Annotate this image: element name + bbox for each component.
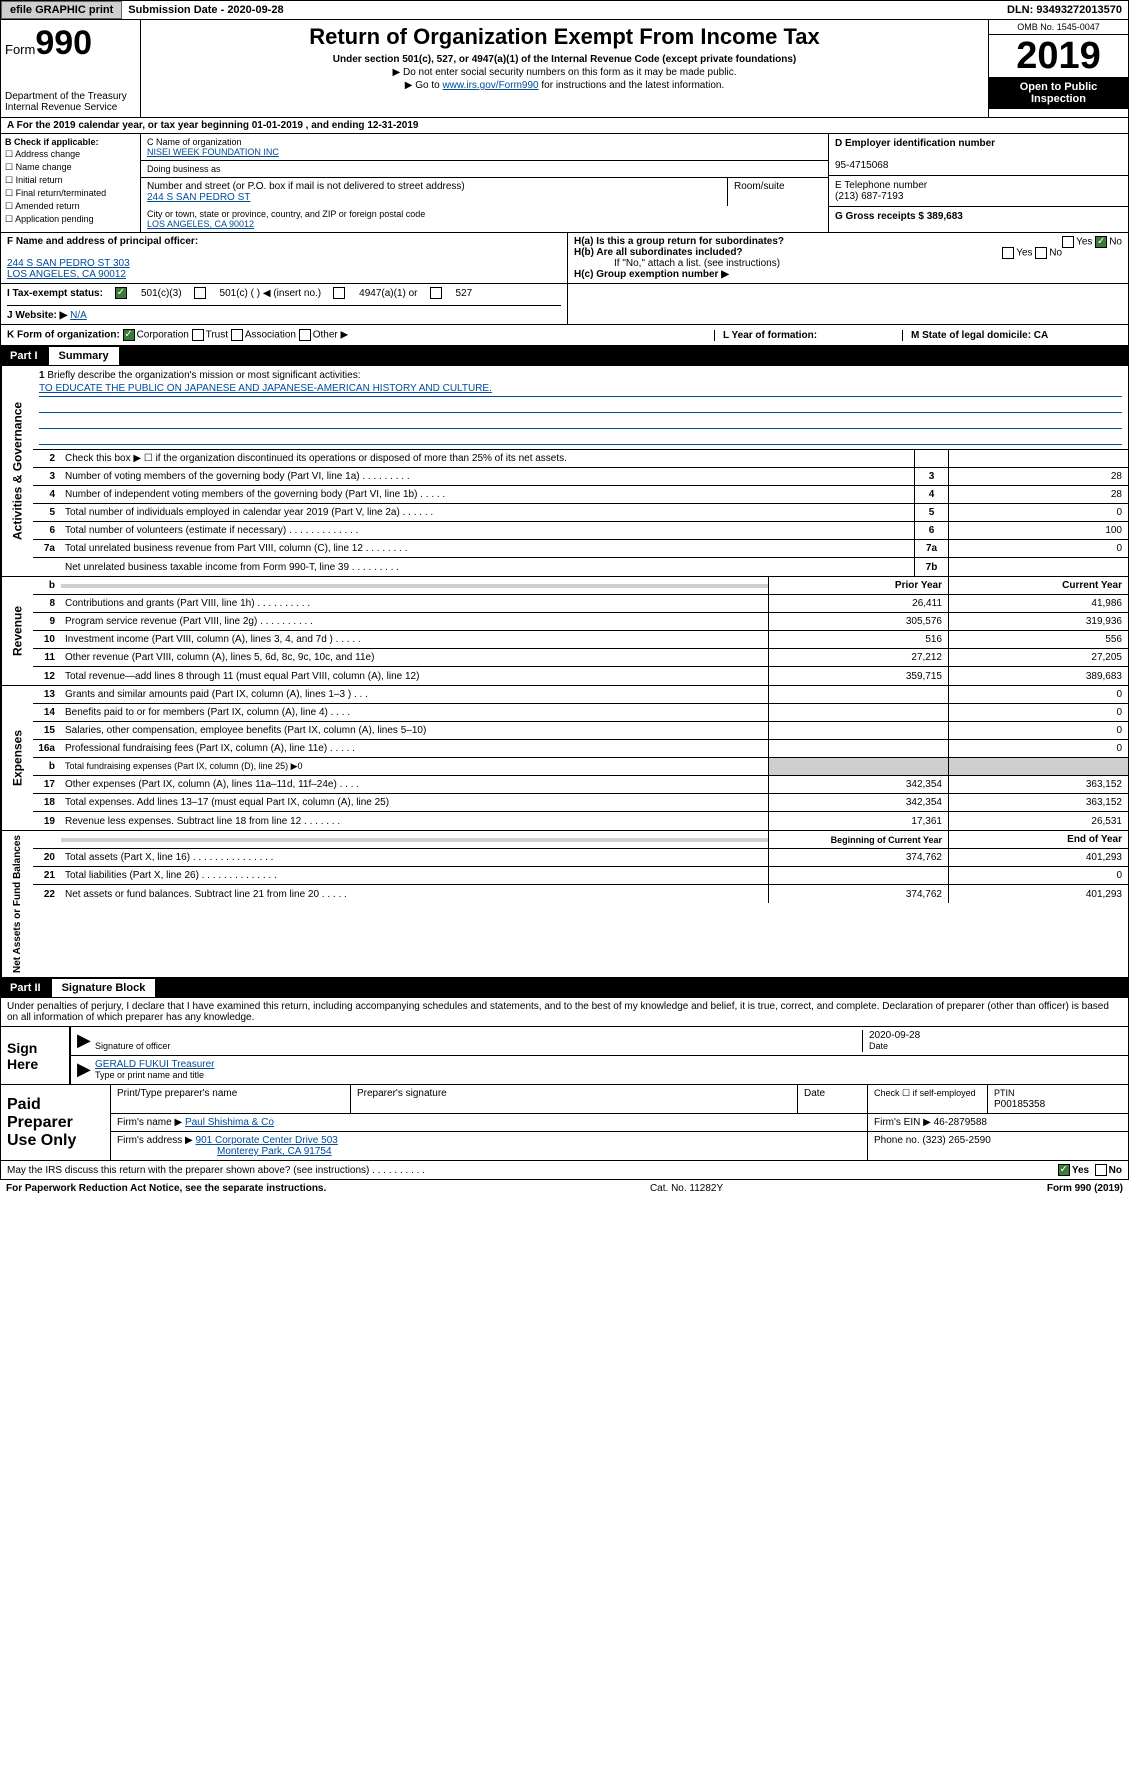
- ha-no-checkbox[interactable]: [1095, 236, 1107, 248]
- irs-link[interactable]: www.irs.gov/Form990: [442, 80, 538, 91]
- top-bar: efile GRAPHIC print Submission Date - 20…: [0, 0, 1129, 20]
- gov-line: 6Total number of volunteers (estimate if…: [33, 522, 1128, 540]
- corp-checkbox[interactable]: [123, 329, 135, 341]
- website-value: N/A: [70, 310, 87, 321]
- row-a-tax-year: A For the 2019 calendar year, or tax yea…: [0, 118, 1129, 134]
- form-prefix: Form: [5, 42, 35, 57]
- section-c: C Name of organizationNISEI WEEK FOUNDAT…: [141, 134, 828, 232]
- signature-block: Under penalties of perjury, I declare th…: [0, 998, 1129, 1161]
- part-2-header: Part II Signature Block: [0, 978, 1129, 998]
- omb-number: OMB No. 1545-0047: [989, 20, 1128, 35]
- gov-line: 4Number of independent voting members of…: [33, 486, 1128, 504]
- note-link: ▶ Go to www.irs.gov/Form990 for instruct…: [149, 80, 980, 91]
- vtab-netassets: Net Assets or Fund Balances: [1, 831, 33, 977]
- firm-name: Paul Shishima & Co: [185, 1117, 274, 1128]
- form-header: Form990 Department of the Treasury Inter…: [0, 20, 1129, 118]
- governance-section: Activities & Governance 1 Briefly descri…: [0, 366, 1129, 577]
- exp-line: 16aProfessional fundraising fees (Part I…: [33, 740, 1128, 758]
- sign-here-label: Sign Here: [1, 1027, 71, 1084]
- gov-line: 7aTotal unrelated business revenue from …: [33, 540, 1128, 558]
- exp-line: 19Revenue less expenses. Subtract line 1…: [33, 812, 1128, 830]
- section-b: B Check if applicable: ☐ Address change …: [1, 134, 141, 232]
- perjury-text: Under penalties of perjury, I declare th…: [1, 998, 1128, 1026]
- exp-line: 17Other expenses (Part IX, column (A), l…: [33, 776, 1128, 794]
- discuss-row: May the IRS discuss this return with the…: [0, 1161, 1129, 1180]
- 501c3-checkbox[interactable]: [115, 287, 127, 299]
- exp-line: 13Grants and similar amounts paid (Part …: [33, 686, 1128, 704]
- submission-date: Submission Date - 2020-09-28: [128, 4, 283, 16]
- tax-year: 2019: [989, 35, 1128, 77]
- gov-line: Net unrelated business taxable income fr…: [33, 558, 1128, 576]
- rev-line: 9Program service revenue (Part VIII, lin…: [33, 613, 1128, 631]
- officer-name: GERALD FUKUI Treasurer: [95, 1059, 214, 1070]
- firm-ein: 46-2879588: [934, 1117, 987, 1128]
- department: Department of the Treasury Internal Reve…: [5, 91, 136, 113]
- expenses-section: Expenses 13Grants and similar amounts pa…: [0, 686, 1129, 831]
- paid-preparer-label: Paid Preparer Use Only: [1, 1085, 111, 1160]
- note-ssn: ▶ Do not enter social security numbers o…: [149, 67, 980, 78]
- firm-phone: (323) 265-2590: [922, 1135, 990, 1146]
- org-city: LOS ANGELES, CA 90012: [147, 219, 254, 229]
- revenue-section: Revenue b Prior Year Current Year 8Contr…: [0, 577, 1129, 686]
- entity-block: B Check if applicable: ☐ Address change …: [0, 134, 1129, 233]
- net-line: 22Net assets or fund balances. Subtract …: [33, 885, 1128, 903]
- gross-receipts: G Gross receipts $ 389,683: [835, 211, 963, 222]
- rev-line: 8Contributions and grants (Part VIII, li…: [33, 595, 1128, 613]
- form-number: 990: [35, 24, 92, 62]
- ptin: P00185358: [994, 1099, 1045, 1110]
- fh-block: F Name and address of principal officer:…: [0, 233, 1129, 284]
- rev-line: 12Total revenue—add lines 8 through 11 (…: [33, 667, 1128, 685]
- form-title: Return of Organization Exempt From Incom…: [149, 24, 980, 50]
- k-org-row: K Form of organization: Corporation Trus…: [0, 325, 1129, 346]
- efile-button[interactable]: efile GRAPHIC print: [1, 1, 122, 19]
- exp-line: bTotal fundraising expenses (Part IX, co…: [33, 758, 1128, 776]
- part-1-header: Part I Summary: [0, 346, 1129, 366]
- phone: (213) 687-7193: [835, 191, 903, 202]
- vtab-revenue: Revenue: [1, 577, 33, 685]
- gov-line: 5Total number of individuals employed in…: [33, 504, 1128, 522]
- ein: 95-4715068: [835, 160, 888, 171]
- net-line: 20Total assets (Part X, line 16) . . . .…: [33, 849, 1128, 867]
- org-street: 244 S SAN PEDRO ST: [147, 192, 250, 203]
- form-subtitle: Under section 501(c), 527, or 4947(a)(1)…: [149, 54, 980, 65]
- status-website: I Tax-exempt status: 501(c)(3) 501(c) ( …: [0, 284, 1129, 325]
- net-line: 21Total liabilities (Part X, line 26) . …: [33, 867, 1128, 885]
- vtab-expenses: Expenses: [1, 686, 33, 830]
- dln: DLN: 93493272013570: [1007, 4, 1128, 16]
- gov-line: 3Number of voting members of the governi…: [33, 468, 1128, 486]
- netassets-section: Net Assets or Fund Balances Beginning of…: [0, 831, 1129, 978]
- inspection-notice: Open to Public Inspection: [989, 77, 1128, 109]
- exp-line: 14Benefits paid to or for members (Part …: [33, 704, 1128, 722]
- gov-line: 2Check this box ▶ ☐ if the organization …: [33, 450, 1128, 468]
- org-name: NISEI WEEK FOUNDATION INC: [147, 147, 279, 157]
- rev-line: 11Other revenue (Part VIII, column (A), …: [33, 649, 1128, 667]
- mission-text: TO EDUCATE THE PUBLIC ON JAPANESE AND JA…: [39, 383, 1122, 397]
- exp-line: 18Total expenses. Add lines 13–17 (must …: [33, 794, 1128, 812]
- exp-line: 15Salaries, other compensation, employee…: [33, 722, 1128, 740]
- discuss-yes-checkbox[interactable]: [1058, 1164, 1070, 1176]
- vtab-governance: Activities & Governance: [1, 366, 33, 576]
- rev-line: 10Investment income (Part VIII, column (…: [33, 631, 1128, 649]
- bottom-footer: For Paperwork Reduction Act Notice, see …: [0, 1180, 1129, 1197]
